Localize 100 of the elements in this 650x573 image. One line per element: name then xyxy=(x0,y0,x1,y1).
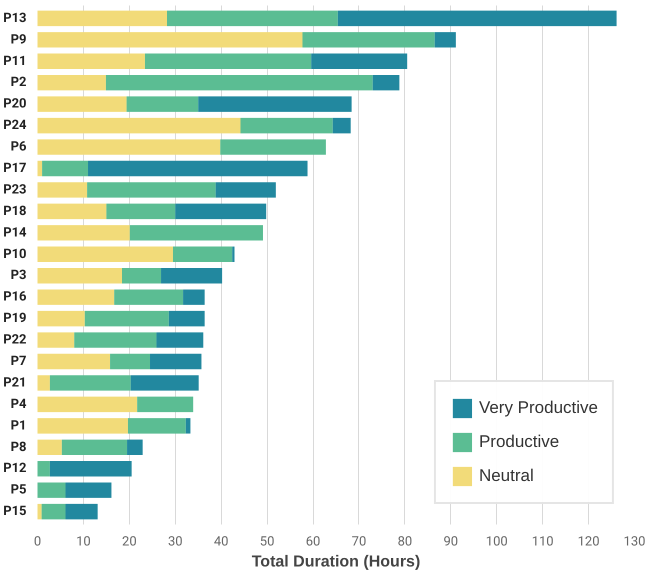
bar xyxy=(38,310,85,326)
bar xyxy=(130,225,263,241)
bar xyxy=(66,482,112,498)
bar xyxy=(38,440,62,456)
bar xyxy=(220,139,326,155)
y-tick-label: P13 xyxy=(3,10,26,26)
bar xyxy=(156,332,204,348)
y-tick-label: P1 xyxy=(10,418,27,434)
legend-label: Neutral xyxy=(478,466,534,486)
y-tick-label: P16 xyxy=(3,290,28,305)
bar xyxy=(38,418,128,434)
bar xyxy=(167,10,338,26)
bar xyxy=(128,418,186,434)
bar xyxy=(38,461,50,476)
bar xyxy=(137,396,194,412)
bar xyxy=(38,74,106,90)
bar xyxy=(126,96,198,112)
x-axis-title: Total Duration (Hours) xyxy=(252,554,420,570)
bar xyxy=(38,268,122,284)
bar xyxy=(106,204,176,220)
y-tick-label: P18 xyxy=(3,204,26,219)
y-tick-label: P7 xyxy=(10,354,27,370)
y-tick-label: P5 xyxy=(10,482,27,498)
y-tick-label: P12 xyxy=(3,461,26,476)
y-tick-label: P22 xyxy=(3,332,26,348)
x-tick-label: 100 xyxy=(486,534,508,550)
bar xyxy=(198,96,352,112)
y-tick-label: P20 xyxy=(3,96,26,112)
bar xyxy=(62,440,128,456)
bar xyxy=(38,396,138,412)
bar xyxy=(38,375,50,391)
legend-label: Very Productive xyxy=(478,398,598,418)
x-tick-label: 90 xyxy=(444,534,458,550)
bar xyxy=(311,54,408,69)
y-tick-label: P10 xyxy=(3,246,26,262)
bar xyxy=(38,54,145,69)
x-tick-label: 30 xyxy=(168,534,183,550)
bar xyxy=(127,440,143,456)
bar xyxy=(66,504,98,520)
y-tick-label: P2 xyxy=(10,75,27,90)
y-tick-label: P6 xyxy=(10,140,28,155)
bar xyxy=(161,268,222,284)
bar xyxy=(372,74,400,90)
y-tick-label: P14 xyxy=(3,225,28,240)
x-tick-label: 0 xyxy=(34,534,42,550)
y-tick-label: P17 xyxy=(3,160,26,176)
bar xyxy=(88,160,308,176)
bar xyxy=(240,118,333,134)
bar xyxy=(42,160,88,176)
x-tick-label: 40 xyxy=(214,534,229,550)
x-tick-label: 10 xyxy=(76,534,91,550)
bar xyxy=(144,54,312,69)
bar xyxy=(38,332,74,348)
bar xyxy=(110,354,150,370)
bar xyxy=(122,268,162,284)
bar xyxy=(38,204,106,220)
x-tick-label: 80 xyxy=(398,534,412,550)
bar xyxy=(38,10,168,26)
bar xyxy=(38,225,130,241)
bar xyxy=(38,289,114,305)
bar xyxy=(114,289,184,305)
bar xyxy=(38,160,42,176)
bar xyxy=(87,182,216,198)
bar xyxy=(150,354,202,370)
x-tick-label: 120 xyxy=(578,534,600,550)
bar xyxy=(38,118,240,134)
bar xyxy=(38,32,302,48)
bar xyxy=(38,246,173,262)
bar xyxy=(168,310,205,326)
bar xyxy=(50,461,132,476)
bar xyxy=(38,354,110,370)
x-tick-label: 50 xyxy=(260,534,274,550)
x-tick-label: 110 xyxy=(532,534,554,550)
bar xyxy=(38,96,127,112)
y-tick-label: P15 xyxy=(3,504,26,520)
bar xyxy=(338,10,617,26)
y-tick-label: P11 xyxy=(3,54,26,69)
bar xyxy=(130,375,199,391)
y-tick-label: P23 xyxy=(3,182,26,198)
y-tick-label: P24 xyxy=(3,118,28,134)
bar xyxy=(232,246,235,262)
y-tick-label: P4 xyxy=(10,396,28,412)
y-tick-label: P3 xyxy=(10,268,27,284)
bar xyxy=(38,139,220,155)
bar xyxy=(38,182,88,198)
bar xyxy=(42,504,66,520)
bar xyxy=(302,32,435,48)
x-tick-label: 70 xyxy=(352,534,366,550)
y-tick-label: P9 xyxy=(10,32,27,48)
bar xyxy=(38,482,66,498)
bar xyxy=(186,418,190,434)
bar xyxy=(175,204,266,220)
x-tick-label: 60 xyxy=(306,534,320,550)
bar xyxy=(106,74,373,90)
y-tick-label: P8 xyxy=(10,440,27,455)
bar xyxy=(434,32,456,48)
x-tick-label: 20 xyxy=(122,534,137,550)
bar xyxy=(74,332,156,348)
bar xyxy=(172,246,232,262)
bar xyxy=(50,375,131,391)
